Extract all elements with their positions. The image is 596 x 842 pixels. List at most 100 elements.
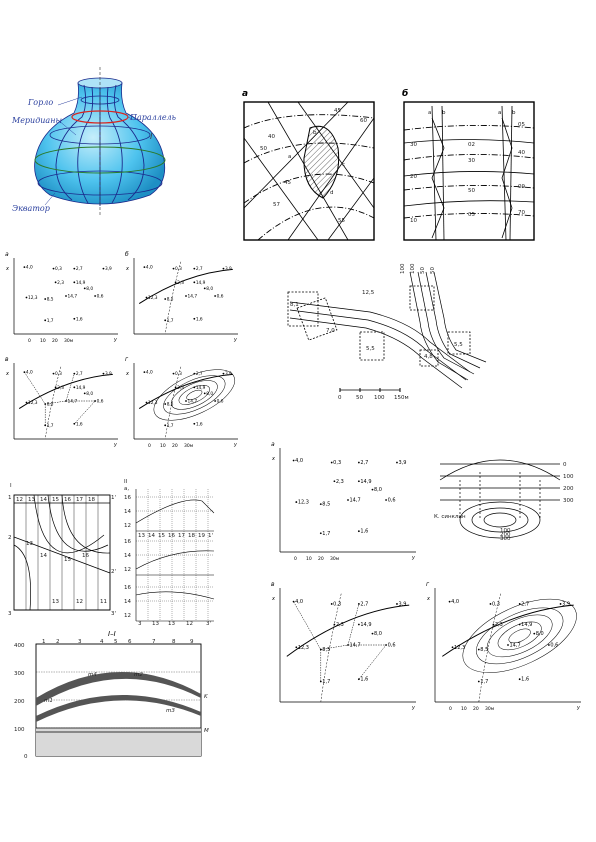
route-diagram: 12,5 8,1 7,0 5,5 4,8 5,5 100 100 50 50 0… (270, 262, 495, 412)
station-value: 0,6 (97, 399, 104, 405)
graph-x2-tick: 13 (168, 621, 175, 625)
scale-label: 20 (172, 443, 178, 449)
route-top-label: 50 (420, 267, 426, 274)
section-top-number: 6 (128, 639, 132, 645)
station-value: 4,0 (26, 370, 33, 376)
panel-a-point-b: b (313, 130, 317, 136)
grid-number: 15 (64, 557, 71, 563)
station-value: 3,9 (105, 371, 112, 377)
section-title: I–I (108, 630, 116, 638)
iso-label: 40 (268, 134, 275, 140)
station-value: 0,3 (55, 371, 62, 377)
station-value: 8,5 (167, 297, 174, 303)
station-value: 1,6 (76, 421, 83, 427)
label-parallel: Параллель (129, 113, 176, 122)
station-value: 4,0 (295, 599, 303, 605)
station-value: 14,7 (188, 399, 198, 405)
station-value: 8,5 (47, 402, 54, 408)
route-num: 8,1 (290, 302, 299, 308)
axis-y-label: y (233, 337, 238, 343)
station-panel-large-d: г x y 0 10 20 30м 4,0 0,3 2,7 3,9 2,3 14,9 8,0 12,3 8,5… (426, 581, 587, 712)
graph-y-tick: 16 (124, 495, 131, 501)
station-value: 1,6 (196, 316, 203, 322)
panel-b-label-b: b (442, 110, 446, 116)
station-panel-c: в x y 4,0 0,3 2,7 3,9 2,3 14,98,0 12,3 8,5 14,7 0,6 1… (5, 356, 118, 448)
station-value: 0,6 (388, 498, 396, 504)
station-value: 14,7 (510, 643, 521, 649)
panel-letter: а (5, 251, 9, 258)
scale-label: 0 (148, 443, 151, 449)
panel-b-label-b2: b (512, 110, 516, 116)
dome-level: 300 (500, 536, 511, 542)
station-value: 2,7 (360, 601, 368, 607)
profile-graphs-II: II a, 16 14 12 16 14 12 16 14 12 13 14 (124, 479, 214, 625)
corner-label: 2 (8, 535, 12, 541)
route-scale-bar: 0 50 100 150м (338, 388, 409, 401)
panel-a-point-a: a (288, 154, 291, 160)
graph-x-tick: 16 (168, 533, 175, 539)
station-value: 2,7 (76, 371, 83, 377)
axis-x-label: x (125, 266, 129, 272)
scale-label: 20 (318, 556, 324, 562)
iso-label: 30 (468, 158, 475, 164)
station-panel-d: гxy0 10 20 30м4,0 0,3 2,7 3,92,3 14,98,012,3 8,5… (125, 356, 242, 449)
corner-label: 2' (111, 569, 116, 575)
graph-x-tick: 17 (178, 533, 185, 539)
axis-x-label: x (125, 371, 129, 377)
iso-label: 50 (468, 188, 475, 194)
iso-label: 02 (468, 142, 475, 148)
station-value: 1,6 (76, 316, 83, 322)
axis-x-label: x (271, 596, 275, 602)
station-value: 3,9 (225, 371, 232, 377)
graph-y-tick: 12 (124, 523, 131, 529)
iso-label: 30 (410, 142, 417, 148)
graph-x-tick: 14 (148, 533, 155, 539)
axis-y-label: y (233, 442, 238, 448)
station-value: 8,0 (206, 286, 213, 292)
section-top-number: 9 (190, 639, 194, 645)
panel-letter: а (271, 441, 275, 448)
graph-y-tick: 16 (124, 585, 131, 591)
axis-y-label: y (113, 442, 118, 448)
station-value: 2,3 (336, 479, 344, 485)
section-y-tick: 300 (14, 671, 25, 677)
axis-x-label: x (426, 596, 430, 602)
station-plots-large: аxy0 10 20 30м4,0 0,3 2,7 3,92,3 14,98,012,3 8,5… (270, 440, 590, 730)
grid-number: 15 (52, 497, 59, 503)
grid-number: 13 (52, 599, 59, 605)
axis-y-label: y (576, 705, 581, 711)
section-top-number: 4 (100, 639, 104, 645)
section-label-k: K (204, 694, 208, 700)
station-value: 12,3 (28, 400, 38, 406)
station-value: 0,3 (333, 460, 341, 466)
station-panel-large-a: а x y 0 10 20 30м 4,0 0,3 2,7 3,9 2,3 14,98,0 12,3 8,5… (271, 441, 416, 562)
route-num: 5,5 (366, 346, 375, 352)
section-y-tick: 400 (14, 643, 25, 649)
route-top-label: 50 (430, 267, 436, 274)
station-value: 14,7 (188, 294, 198, 300)
graph-x-tick: 19 (198, 533, 205, 539)
station-value: 12,3 (28, 295, 38, 301)
panel-letter-a: а (242, 89, 248, 99)
panel-letter: в (271, 581, 275, 588)
section-top-number: 7 (152, 639, 156, 645)
graph-x-tick: 15 (158, 533, 165, 539)
route-num: 7,0 (326, 328, 335, 334)
iso-label: 50 (260, 146, 267, 152)
station-value: 1,7 (167, 423, 174, 429)
iso-label: 60 (360, 118, 367, 124)
scale-label: 20 (52, 338, 58, 344)
cross-section-figure: I–I 1 2 3 4 5 6 7 8 9 400 300 200 100 0 … (8, 628, 218, 760)
graph-y-tick: 14 (124, 599, 131, 605)
station-value: 12,3 (148, 400, 158, 406)
station-value: 1,7 (322, 531, 330, 537)
axis-y-label: y (113, 337, 118, 343)
section-y-tick: 200 (14, 699, 25, 705)
station-value: 2,7 (360, 460, 368, 466)
dome-note: К. синклин (434, 514, 466, 520)
route-scale-label: 0 (338, 395, 342, 401)
section-top-number: 3 (78, 639, 82, 645)
graph-x-tick: 1' (208, 533, 213, 539)
section-label-m4: m4 (88, 672, 97, 678)
panel-letter: г (426, 581, 430, 588)
